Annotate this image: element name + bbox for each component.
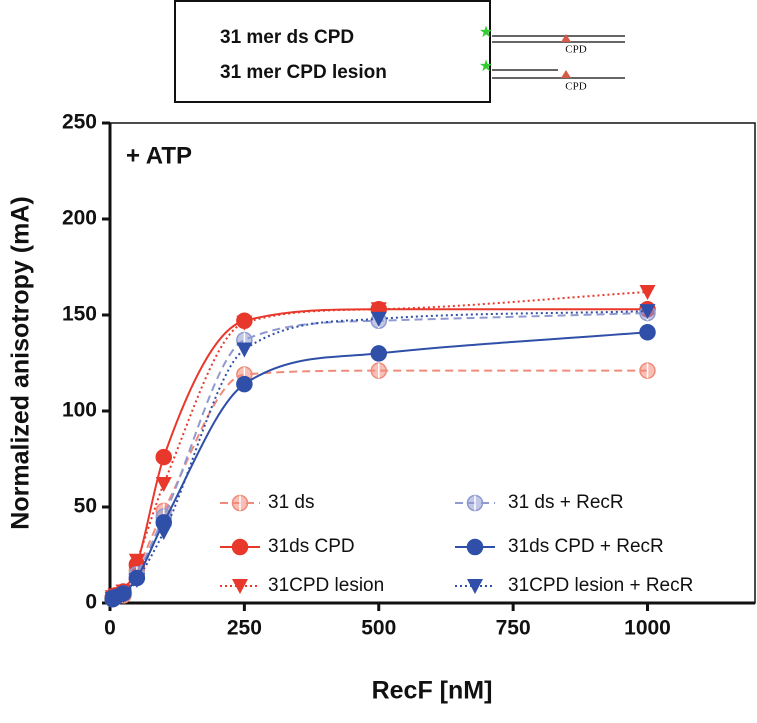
legend-label: 31CPD lesion [268, 575, 384, 596]
annotation: + ATP [126, 142, 192, 169]
marker-circle [155, 448, 172, 466]
legend-label: 31ds CPD [268, 536, 355, 557]
marker [370, 302, 387, 318]
fit-line [112, 310, 648, 600]
marker [467, 579, 483, 594]
marker [370, 345, 387, 362]
marker [236, 375, 253, 393]
marker [155, 524, 172, 540]
marker [639, 304, 656, 320]
marker [128, 553, 145, 569]
legend-item: 31CPD lesion + RecR [455, 575, 693, 596]
x-tick-label: 250 [227, 617, 262, 640]
fluor-star: ★ [479, 58, 493, 75]
inset-label: 31 mer ds CPD [220, 27, 354, 48]
y-axis-title: Normalized anisotropy (mA) [7, 196, 35, 529]
plot-frame [109, 122, 756, 604]
x-tick-label: 1000 [624, 617, 671, 640]
marker [236, 342, 253, 358]
marker [639, 324, 656, 341]
marker [155, 448, 172, 466]
fit-line [112, 369, 648, 600]
diagram-label: CPD [565, 81, 586, 93]
marker [231, 538, 249, 556]
y-tick-label: 200 [62, 207, 97, 230]
y-tick-label: 100 [62, 399, 97, 422]
marker [236, 315, 253, 331]
y-tick-label: 250 [62, 111, 97, 134]
inset-label: 31 mer CPD lesion [220, 62, 387, 83]
marker [466, 538, 484, 556]
y-tick-label: 0 [85, 591, 97, 614]
diagram-label: CPD [565, 44, 586, 56]
marker [370, 311, 387, 327]
marker [128, 572, 145, 588]
marker [232, 579, 248, 594]
legend-item: 31ds CPD + RecR [455, 536, 664, 557]
marker [155, 476, 172, 492]
legend-label: 31ds CPD + RecR [508, 536, 664, 557]
y-tick-label: 150 [62, 303, 97, 326]
legend-label: 31 ds [268, 492, 314, 513]
marker-circle [236, 375, 253, 393]
legend-label: 31 ds + RecR [508, 492, 624, 513]
fit-line [112, 290, 648, 599]
dna-diagram [492, 35, 625, 79]
fluor-star: ★ [479, 24, 493, 41]
marker-circle [466, 538, 484, 556]
marker [639, 362, 656, 379]
y-tick-label: 50 [74, 495, 97, 518]
x-tick-label: 0 [104, 617, 116, 640]
marker [639, 284, 656, 300]
marker [231, 494, 249, 512]
lesion-icon [561, 70, 571, 78]
marker [115, 588, 132, 604]
x-tick-label: 750 [496, 617, 531, 640]
inset-box [174, 0, 491, 103]
legend-label: 31CPD lesion + RecR [508, 575, 693, 596]
marker [370, 362, 387, 379]
legend-item: 31CPD lesion [220, 575, 384, 596]
marker [466, 494, 484, 512]
marker-circle [639, 324, 656, 341]
x-axis-title: RecF [nM] [372, 677, 493, 705]
marker-circle [370, 345, 387, 362]
marker-circle [231, 538, 249, 556]
x-tick-label: 500 [361, 617, 396, 640]
lesion-icon [561, 34, 571, 42]
